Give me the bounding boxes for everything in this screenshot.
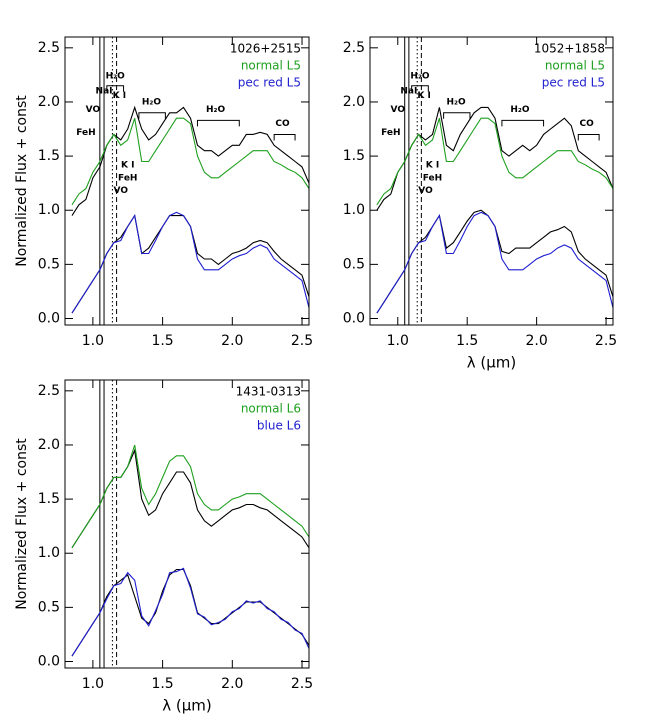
- x-tick-label: 1.0: [82, 676, 104, 692]
- y-axis-label: Normalized Flux + const: [14, 95, 30, 267]
- feature-bracket: [138, 112, 166, 119]
- feature-bracket: [196, 119, 240, 127]
- feature-label: NaI: [96, 87, 113, 97]
- y-tick-label: 2.5: [38, 40, 60, 56]
- y-tick-label: 2.5: [343, 40, 365, 56]
- feature-label: FeH: [76, 128, 95, 138]
- x-tick-label: 2.5: [595, 333, 617, 349]
- feature-label: K I: [426, 160, 439, 170]
- y-tick-label: 1.5: [38, 148, 60, 164]
- legend-entry: normal L5: [241, 59, 301, 73]
- y-tick-label: 2.0: [343, 94, 365, 110]
- spectrum: [71, 444, 310, 549]
- x-tick-label: 2.5: [291, 676, 313, 692]
- plot-frame: [64, 36, 310, 326]
- y-axis-label: Normalized Flux + const: [14, 438, 30, 610]
- x-tick-label: 2.0: [525, 333, 547, 349]
- y-tick-label: 0.5: [38, 256, 60, 272]
- y-tick-label: 0.0: [343, 311, 365, 327]
- legend-entry: normal L6: [241, 402, 301, 416]
- spectrum: [71, 567, 310, 657]
- feature-label: NaI: [400, 87, 417, 97]
- x-tick-label: 2.5: [291, 333, 313, 349]
- spectrum: [376, 117, 614, 206]
- x-axis-label: λ (μm): [162, 697, 212, 715]
- legend-entry: 1052+1858: [534, 42, 605, 56]
- plot-frame: [369, 36, 614, 326]
- legend-entry: pec red L5: [542, 76, 605, 90]
- legend-entry: pec red L5: [238, 76, 301, 90]
- feature-label: VO: [114, 186, 129, 196]
- feature-bracket: [443, 112, 471, 119]
- feature-label: VO: [391, 105, 406, 115]
- y-tick-label: 1.5: [343, 148, 365, 164]
- spectrum: [71, 568, 310, 657]
- legend-entry: normal L5: [545, 59, 605, 73]
- spectrum: [71, 211, 310, 314]
- feature-label: H₂O: [410, 71, 429, 81]
- y-tick-label: 1.0: [38, 202, 60, 218]
- feature-label: FeH: [118, 173, 137, 183]
- x-tick-label: 1.0: [82, 333, 104, 349]
- x-tick-label: 1.5: [151, 333, 173, 349]
- y-tick-label: 2.0: [38, 94, 60, 110]
- feature-label: FeH: [423, 173, 442, 183]
- x-tick-label: 1.5: [151, 676, 173, 692]
- y-tick-label: 0.0: [38, 311, 60, 327]
- spectrum: [71, 117, 310, 206]
- x-axis-label: λ (μm): [467, 354, 517, 372]
- feature-label: K I: [417, 91, 430, 101]
- feature-label: CO: [579, 119, 594, 129]
- x-tick-label: 1.5: [456, 333, 478, 349]
- feature-bracket: [501, 119, 545, 127]
- legend-entry: 1026+2515: [230, 42, 301, 56]
- feature-label: CO: [275, 119, 290, 129]
- y-tick-label: 1.5: [38, 491, 60, 507]
- y-tick-label: 2.0: [38, 437, 60, 453]
- x-tick-label: 1.0: [387, 333, 409, 349]
- feature-label: H₂O: [206, 105, 225, 115]
- feature-label: H₂O: [142, 97, 161, 107]
- legend-entry: 1431-0313: [236, 385, 301, 399]
- plot-frame: [64, 379, 310, 669]
- y-tick-label: 1.0: [343, 202, 365, 218]
- legend-entry: blue L6: [257, 419, 301, 433]
- spectrum: [376, 211, 614, 314]
- x-tick-label: 2.0: [221, 333, 243, 349]
- spectrum: [71, 448, 310, 549]
- feature-label: K I: [113, 91, 126, 101]
- y-tick-label: 0.0: [38, 654, 60, 670]
- spectrum: [376, 106, 614, 211]
- y-tick-label: 0.5: [38, 599, 60, 615]
- spectrum: [71, 214, 310, 314]
- feature-bracket: [273, 133, 296, 141]
- feature-label: FeH: [381, 128, 400, 138]
- feature-label: K I: [121, 160, 134, 170]
- feature-bracket: [577, 133, 600, 141]
- feature-bracket: [106, 85, 125, 92]
- feature-label: H₂O: [447, 97, 466, 107]
- feature-label: H₂O: [510, 105, 529, 115]
- y-tick-label: 1.0: [38, 545, 60, 561]
- feature-label: VO: [418, 186, 433, 196]
- x-tick-label: 2.0: [221, 676, 243, 692]
- y-tick-label: 0.5: [343, 256, 365, 272]
- feature-label: VO: [86, 105, 101, 115]
- feature-bracket: [411, 85, 429, 92]
- y-tick-label: 2.5: [38, 383, 60, 399]
- feature-label: H₂O: [106, 71, 125, 81]
